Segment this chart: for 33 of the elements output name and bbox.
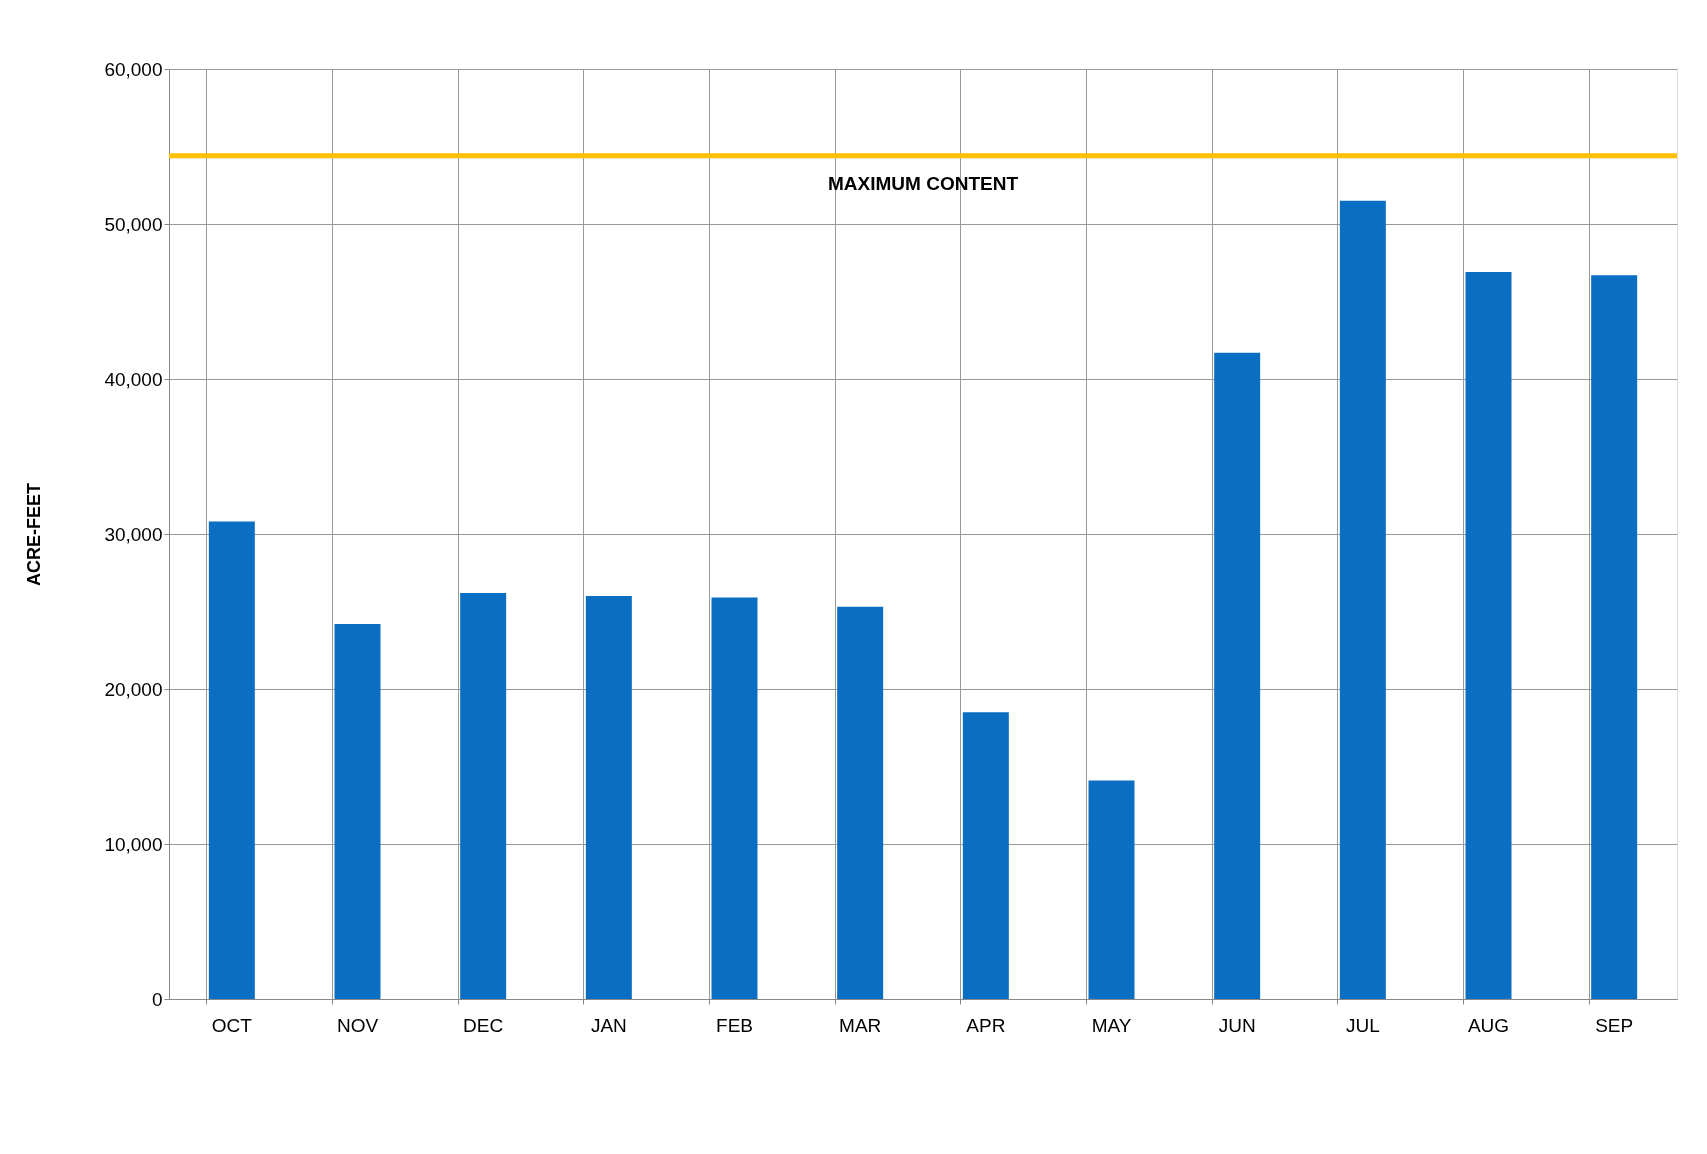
bar: [1214, 352, 1261, 999]
x-tick-label: JUN: [1218, 1014, 1256, 1036]
bar: [962, 712, 1009, 999]
x-tick-label: OCT: [211, 1014, 253, 1036]
bar: [837, 606, 884, 999]
y-tick-label: 50,000: [104, 213, 163, 235]
x-tick-label: JAN: [590, 1014, 627, 1036]
y-axis-title: ACRE-FEET: [24, 483, 45, 586]
x-tick-label: SEP: [1595, 1014, 1634, 1036]
bar: [1088, 780, 1135, 999]
y-tick-label: 30,000: [104, 523, 163, 545]
x-tick-label: DEC: [463, 1014, 504, 1036]
y-tick-label: 0: [151, 988, 163, 1010]
bar: [585, 596, 632, 999]
x-tick-label: AUG: [1467, 1014, 1510, 1036]
x-tick-label: JUL: [1345, 1014, 1380, 1036]
bar: [1465, 272, 1512, 999]
bar: [334, 623, 381, 999]
y-tick-label: 60,000: [104, 58, 163, 80]
y-tick-label: 20,000: [104, 678, 163, 700]
bar: [208, 521, 255, 999]
x-tick-label: MAR: [839, 1014, 882, 1036]
bar: [1339, 200, 1386, 999]
x-tick-label: APR: [966, 1014, 1006, 1036]
y-tick-label: 40,000: [104, 368, 163, 390]
bar: [711, 597, 758, 999]
ref-line-label: MAXIMUM CONTENT: [828, 172, 1019, 194]
x-tick-label: MAY: [1091, 1014, 1132, 1036]
bar: [1591, 275, 1638, 999]
x-tick-label: NOV: [336, 1014, 379, 1036]
bar: [460, 592, 507, 999]
y-tick-label: 10,000: [104, 833, 163, 855]
x-tick-label: FEB: [716, 1014, 753, 1036]
